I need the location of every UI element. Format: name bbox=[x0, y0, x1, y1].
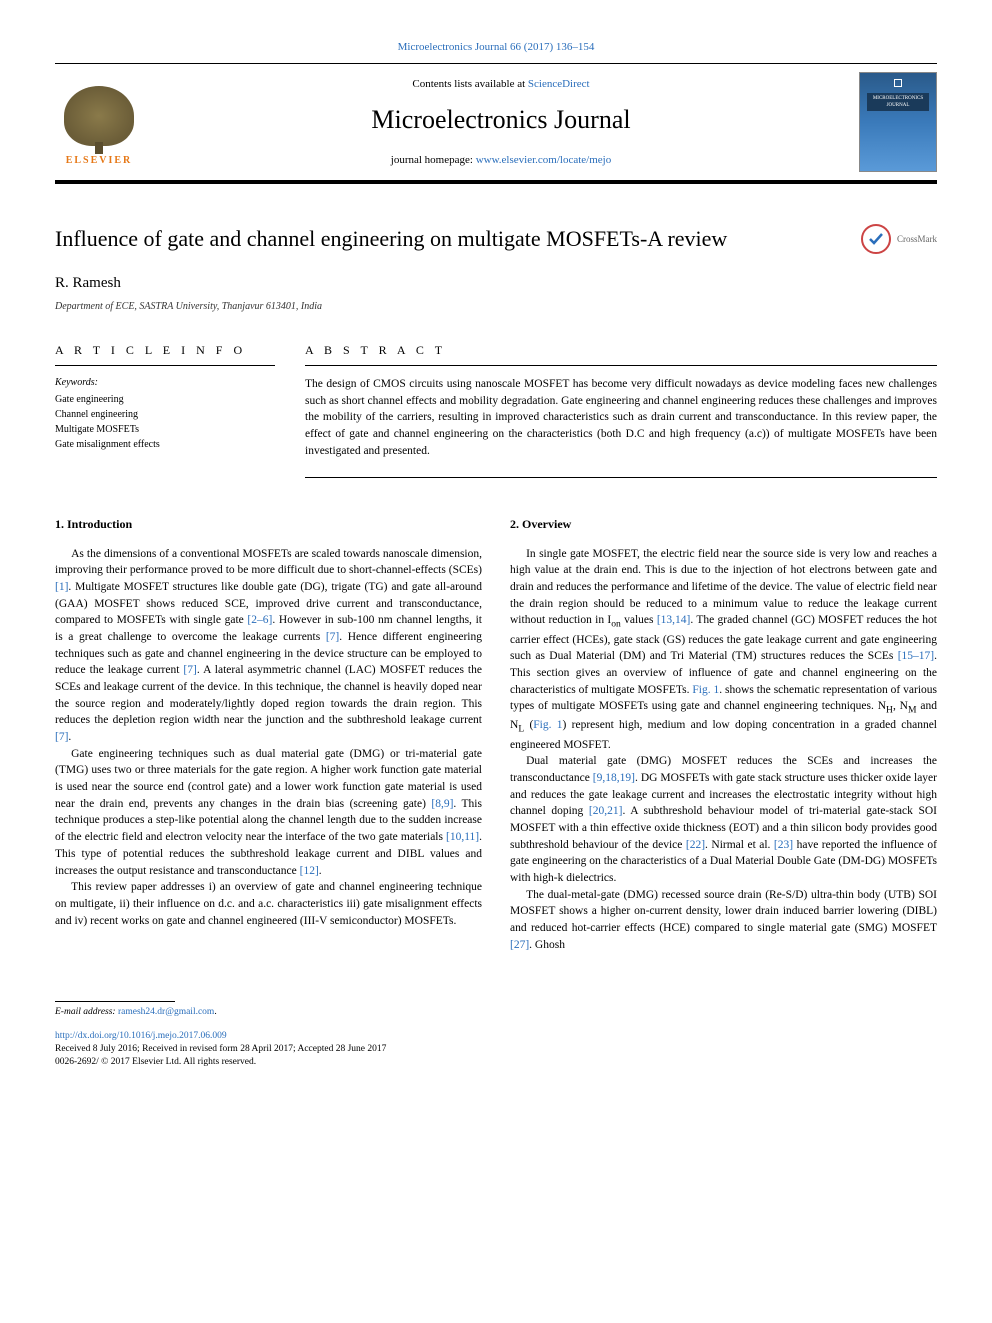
ion-subscript: on bbox=[611, 619, 621, 630]
keyword-item: Gate engineering bbox=[55, 392, 275, 407]
author-affiliation: Department of ECE, SASTRA University, Th… bbox=[55, 300, 937, 314]
elsevier-logo: ELSEVIER bbox=[55, 76, 143, 168]
sciencedirect-link[interactable]: ScienceDirect bbox=[528, 78, 590, 90]
footer-divider bbox=[55, 1001, 175, 1002]
doi-line: http://dx.doi.org/10.1016/j.mejo.2017.06… bbox=[55, 1030, 937, 1043]
journal-cover-thumbnail: MICROELECTRONICS JOURNAL bbox=[859, 72, 937, 172]
cite-7a[interactable]: [7] bbox=[326, 631, 339, 643]
author-email-link[interactable]: ramesh24.dr@gmail.com bbox=[118, 1007, 214, 1017]
top-citation: Microelectronics Journal 66 (2017) 136–1… bbox=[55, 40, 937, 55]
cite-15-17[interactable]: [15–17] bbox=[898, 650, 934, 662]
cite-20-21[interactable]: [20,21] bbox=[589, 805, 623, 817]
article-info-column: A R T I C L E I N F O Keywords: Gate eng… bbox=[55, 342, 275, 478]
elsevier-tree-icon bbox=[64, 86, 134, 146]
cite-27[interactable]: [27] bbox=[510, 939, 529, 951]
article-header: Influence of gate and channel engineerin… bbox=[55, 224, 937, 255]
page-footer: E-mail address: ramesh24.dr@gmail.com. h… bbox=[55, 1001, 937, 1069]
left-column: 1. Introduction As the dimensions of a c… bbox=[55, 516, 482, 953]
overview-p1: In single gate MOSFET, the electric fiel… bbox=[510, 546, 937, 754]
intro-heading: 1. Introduction bbox=[55, 516, 482, 533]
homepage-link[interactable]: www.elsevier.com/locate/mejo bbox=[476, 154, 612, 166]
keyword-item: Multigate MOSFETs bbox=[55, 422, 275, 437]
abstract-text: The design of CMOS circuits using nanosc… bbox=[305, 376, 937, 478]
cite-9-18-19[interactable]: [9,18,19] bbox=[593, 772, 635, 784]
fig-1-ref[interactable]: Fig. 1 bbox=[692, 684, 719, 696]
cite-1[interactable]: [1] bbox=[55, 581, 68, 593]
keywords-list: Gate engineering Channel engineering Mul… bbox=[55, 392, 275, 452]
cover-title-badge: MICROELECTRONICS JOURNAL bbox=[867, 93, 928, 111]
cite-10-11[interactable]: [10,11] bbox=[446, 831, 479, 843]
intro-p2: Gate engineering techniques such as dual… bbox=[55, 746, 482, 879]
contents-prefix: Contents lists available at bbox=[412, 78, 527, 90]
copyright-line: 0026-2692/ © 2017 Elsevier Ltd. All righ… bbox=[55, 1056, 937, 1069]
doi-link[interactable]: http://dx.doi.org/10.1016/j.mejo.2017.06… bbox=[55, 1031, 227, 1041]
cite-12[interactable]: [12] bbox=[300, 865, 319, 877]
homepage-prefix: journal homepage: bbox=[391, 154, 476, 166]
crossmark-label: CrossMark bbox=[897, 233, 937, 246]
journal-name: Microelectronics Journal bbox=[155, 102, 847, 138]
cite-7c[interactable]: [7] bbox=[55, 731, 68, 743]
article-title: Influence of gate and channel engineerin… bbox=[55, 224, 861, 255]
keywords-label: Keywords: bbox=[55, 376, 275, 390]
received-line: Received 8 July 2016; Received in revise… bbox=[55, 1043, 937, 1056]
intro-p1: As the dimensions of a conventional MOSF… bbox=[55, 546, 482, 746]
crossmark-widget[interactable]: CrossMark bbox=[861, 224, 937, 254]
info-abstract-row: A R T I C L E I N F O Keywords: Gate eng… bbox=[55, 342, 937, 478]
abstract-label: A B S T R A C T bbox=[305, 342, 937, 366]
abstract-column: A B S T R A C T The design of CMOS circu… bbox=[305, 342, 937, 478]
cite-13-14[interactable]: [13,14] bbox=[657, 614, 691, 626]
journal-banner: ELSEVIER Contents lists available at Sci… bbox=[55, 63, 937, 184]
cover-ornament-icon bbox=[894, 79, 902, 87]
top-citation-link[interactable]: Microelectronics Journal 66 (2017) 136–1… bbox=[398, 41, 595, 53]
author-name: R. Ramesh bbox=[55, 273, 937, 294]
cite-22[interactable]: [22] bbox=[686, 839, 705, 851]
cite-2-6[interactable]: [2–6] bbox=[247, 614, 272, 626]
right-column: 2. Overview In single gate MOSFET, the e… bbox=[510, 516, 937, 953]
article-info-label: A R T I C L E I N F O bbox=[55, 342, 275, 366]
email-line: E-mail address: ramesh24.dr@gmail.com. bbox=[55, 1006, 937, 1019]
nh-subscript: H bbox=[886, 705, 893, 716]
cite-7b[interactable]: [7] bbox=[183, 664, 196, 676]
body-columns: 1. Introduction As the dimensions of a c… bbox=[55, 516, 937, 953]
elsevier-label: ELSEVIER bbox=[66, 154, 133, 168]
contents-line: Contents lists available at ScienceDirec… bbox=[155, 77, 847, 92]
nm-subscript: M bbox=[908, 705, 917, 716]
email-label: E-mail address: bbox=[55, 1007, 118, 1017]
cite-23[interactable]: [23] bbox=[774, 839, 793, 851]
fig-1-ref-b[interactable]: Fig. 1 bbox=[533, 719, 562, 731]
intro-p3: This review paper addresses i) an overvi… bbox=[55, 879, 482, 929]
keyword-item: Channel engineering bbox=[55, 407, 275, 422]
banner-center: Contents lists available at ScienceDirec… bbox=[155, 77, 847, 168]
overview-p3: The dual-metal-gate (DMG) recessed sourc… bbox=[510, 887, 937, 954]
overview-p2: Dual material gate (DMG) MOSFET reduces … bbox=[510, 753, 937, 886]
homepage-line: journal homepage: www.elsevier.com/locat… bbox=[155, 153, 847, 168]
crossmark-icon bbox=[861, 224, 891, 254]
cite-8-9[interactable]: [8,9] bbox=[431, 798, 453, 810]
overview-heading: 2. Overview bbox=[510, 516, 937, 533]
keyword-item: Gate misalignment effects bbox=[55, 437, 275, 452]
